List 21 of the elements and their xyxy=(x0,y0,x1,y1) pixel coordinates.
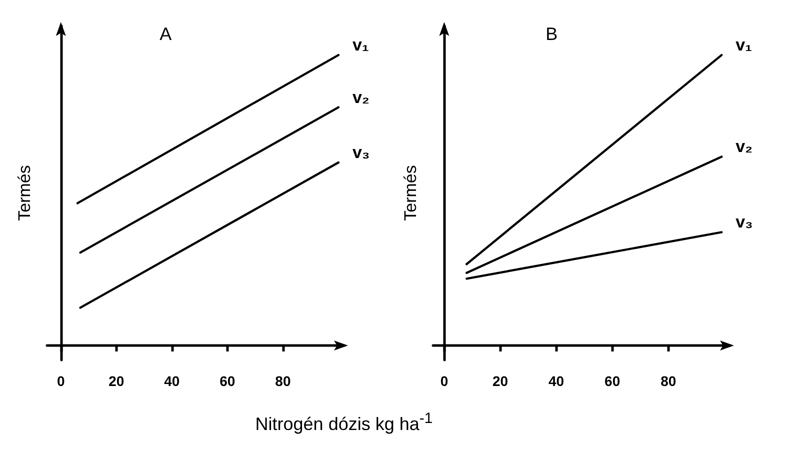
x-tick-label: 80 xyxy=(275,373,291,389)
chart-title: B xyxy=(546,24,558,44)
series-label: v₁ xyxy=(736,36,752,55)
x-tick-label: 20 xyxy=(492,373,508,389)
series-label: v₂ xyxy=(352,88,370,107)
y-axis-title: Termés xyxy=(401,165,420,221)
chart-title: A xyxy=(160,24,172,44)
x-tick-label: 0 xyxy=(56,373,65,389)
x-tick-label: 40 xyxy=(548,373,564,389)
y-axis-title: Termés xyxy=(15,165,34,221)
series-label: v₁ xyxy=(352,36,369,55)
series-label: v₂ xyxy=(736,137,753,156)
x-tick-label: 40 xyxy=(164,373,180,389)
series-label: v₃ xyxy=(736,212,753,232)
x-tick-label: 20 xyxy=(108,373,124,389)
x-tick-label: 0 xyxy=(440,373,448,389)
x-tick-label: 60 xyxy=(604,373,620,389)
x-tick-label: 60 xyxy=(220,373,236,389)
series-label: v₃ xyxy=(352,143,370,162)
x-tick-label: 80 xyxy=(660,373,676,389)
x-axis-title: Nitrogén dózis kg ha$^{-1}$ xyxy=(254,410,434,435)
